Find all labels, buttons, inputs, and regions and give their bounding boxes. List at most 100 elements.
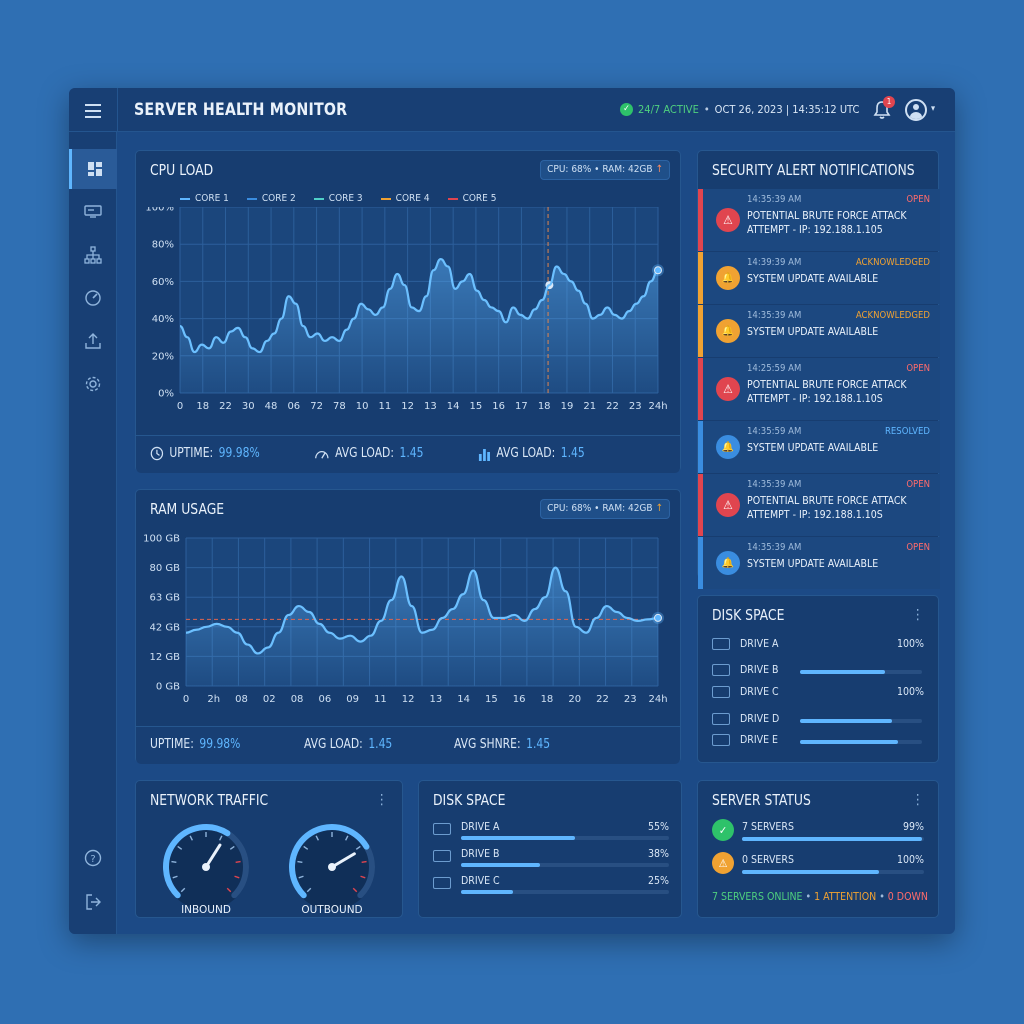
avg-load-stat-2: AVG LOAD: 1.45 — [478, 446, 585, 461]
alert-status-badge: OPEN — [906, 363, 930, 374]
dashboard-icon[interactable] — [69, 149, 117, 189]
x-tick-label: 15 — [485, 694, 498, 705]
alert-item[interactable]: 🔔 14:35:59 AM RESOLVED SYSTEM UPDATE AVAILA… — [698, 421, 940, 473]
chevron-down-icon[interactable]: ▾ — [931, 104, 936, 114]
gauge-tick — [355, 845, 361, 850]
help-icon[interactable]: ? — [69, 838, 117, 878]
more-options-icon[interactable]: ⋮ — [911, 792, 924, 808]
gauge-icon[interactable] — [69, 278, 117, 318]
drive-percent: 100% — [896, 686, 924, 698]
x-tick-label: 0 — [177, 401, 183, 412]
alert-message: SYSTEM UPDATE AVAILABLE — [747, 326, 879, 338]
gear-icon[interactable] — [69, 364, 117, 404]
x-tick-label: 0 — [183, 694, 189, 705]
hamburger-menu-icon[interactable] — [83, 100, 103, 120]
series-area — [186, 567, 658, 686]
network-gauges: INBOUND OUTBOUND — [163, 824, 375, 916]
avg-load-label-2: AVG LOAD: — [496, 446, 556, 461]
alert-item[interactable]: 🔔 14:39:39 AM ACKNOWLEDGED SYSTEM UPDATE AV… — [698, 252, 940, 304]
upload-icon[interactable] — [69, 321, 117, 361]
x-tick-label: 22 — [596, 694, 609, 705]
app-window: SERVER HEALTH MONITOR ✓ 24/7 ACTIVE • OC… — [69, 88, 955, 934]
x-tick-label: 13 — [430, 694, 443, 705]
cpu-line-chart: 0% 20% 40% 60% 80% 100% 0 18 22 30 48 06 72 78 10 11 12 1… — [145, 207, 668, 412]
legend-swatch — [313, 197, 324, 200]
usage-bar-track — [800, 670, 922, 674]
legend-swatch — [246, 197, 257, 200]
disk-space-card-right: DISK SPACE ⋮ DRIVE A 100% DRIVE B DRIVE C 10… — [697, 595, 939, 763]
x-tick-label: 16 — [513, 694, 526, 705]
cpu-load-card: CPU LOAD CPU: 68% • RAM: 42GB ↑ CORE 1 CO… — [135, 150, 681, 473]
y-tick-label: 20% — [152, 351, 174, 362]
gauge-tick — [306, 887, 312, 893]
alert-status-badge: ACKNOWLEDGED — [855, 310, 930, 321]
cpu-footer: UPTIME: 99.98% AVG LOAD: 1.45 AVG LOAD: 1.4… — [136, 435, 680, 473]
user-avatar-icon[interactable] — [905, 99, 927, 121]
usage-bar-fill — [461, 890, 513, 894]
arrow-up-icon: ↑ — [655, 503, 663, 514]
x-tick-label: 08 — [291, 694, 304, 705]
legend-item-core-5: CORE 5 — [447, 193, 496, 204]
alert-item[interactable]: 🔔 14:35:39 AM ACKNOWLEDGED SYSTEM UPDATE AV… — [698, 305, 940, 357]
alert-message: POTENTIAL BRUTE FORCE ATTACK ATTEMPT - I… — [747, 495, 907, 521]
drive-label: DRIVE A — [740, 638, 779, 650]
drive-label: DRIVE B — [461, 848, 500, 860]
server-bar-fill — [742, 870, 879, 874]
app-title: SERVER HEALTH MONITOR — [134, 100, 348, 120]
logout-icon[interactable] — [69, 882, 117, 922]
x-tick-label: 09 — [346, 694, 359, 705]
legend-label: CORE 4 — [395, 193, 430, 204]
more-options-icon[interactable]: ⋮ — [911, 607, 924, 623]
uptime-label: UPTIME: — [169, 446, 214, 461]
drive-percent: 55% — [648, 821, 669, 833]
alert-message: SYSTEM UPDATE AVAILABLE — [747, 442, 879, 454]
gauge-tick — [189, 835, 194, 841]
network-icon[interactable] — [69, 235, 117, 275]
drive-row: DRIVE B — [712, 662, 924, 680]
x-tick-label: 02 — [263, 694, 276, 705]
server-status-title: SERVER STATUS — [712, 791, 811, 809]
end-point — [654, 266, 662, 275]
server-icon[interactable] — [69, 192, 117, 232]
server-status-row: ✓ 7 SERVERS 99% — [712, 819, 924, 849]
cpu-summary-pill: CPU: 68% • RAM: 42GB ↑ — [540, 160, 670, 180]
y-tick-label: 42 GB — [149, 622, 180, 633]
gauge-tick — [361, 860, 367, 863]
alert-item[interactable]: ⚠ 14:35:39 AM OPEN POTENTIAL BRUTE FORCE AT… — [698, 189, 940, 251]
hard-drive-icon — [712, 686, 730, 698]
x-tick-label: 06 — [287, 401, 300, 412]
separator-dot: • — [802, 891, 815, 903]
ram-avg-share-label: AVG SHNRE: — [454, 737, 521, 752]
hard-drive-icon — [433, 823, 451, 835]
check-circle-icon: ✓ — [712, 819, 734, 841]
drive-label: DRIVE B — [740, 664, 779, 676]
more-options-icon[interactable]: ⋮ — [375, 792, 388, 808]
sidebar: ? — [69, 132, 117, 934]
inbound-gauge: INBOUND — [163, 824, 249, 916]
topbar-divider — [117, 88, 118, 132]
server-status-row: ⚠ 0 SERVERS 100% — [712, 852, 924, 882]
x-tick-label: 16 — [492, 401, 505, 412]
gauge-tick — [172, 875, 178, 879]
alerts-card-title: SECURITY ALERT NOTIFICATIONS — [712, 161, 915, 179]
usage-bar-track — [800, 719, 922, 723]
gauge-tick — [226, 887, 232, 893]
alert-status-badge: ACKNOWLEDGED — [855, 257, 930, 268]
active-status-text: 24/7 ACTIVE — [638, 103, 699, 116]
alert-status-badge: RESOLVED — [884, 426, 930, 437]
x-tick-label: 72 — [310, 401, 323, 412]
alert-item[interactable]: ⚠ 14:35:39 AM OPEN POTENTIAL BRUTE FORCE AT… — [698, 474, 940, 536]
outbound-gauge: OUTBOUND — [289, 824, 375, 916]
drive-row: DRIVE A 100% — [712, 636, 924, 654]
gauge-tick — [171, 860, 177, 863]
drive-row: DRIVE A 55% — [433, 819, 669, 840]
gauge-tick — [344, 835, 349, 841]
gauge-tick — [303, 845, 309, 850]
alert-item[interactable]: 🔔 14:35:39 AM OPEN SYSTEM UPDATE AVAILABLE — [698, 537, 940, 589]
ram-uptime-label: UPTIME: — [150, 737, 194, 752]
avg-load-stat: AVG LOAD: 1.45 — [314, 446, 423, 461]
usage-bar-fill — [461, 836, 576, 840]
ram-summary-pill: CPU: 68% • RAM: 42GB ↑ — [540, 499, 670, 519]
gauge-tick — [229, 845, 235, 850]
alert-item[interactable]: ⚠ 14:25:59 AM OPEN POTENTIAL BRUTE FORCE AT… — [698, 358, 940, 420]
